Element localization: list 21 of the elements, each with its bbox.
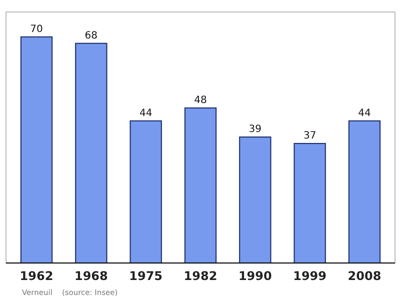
data-label: 37 (303, 130, 316, 142)
bar (184, 107, 217, 264)
bar (239, 136, 272, 264)
data-label: 48 (194, 94, 207, 106)
data-label: 70 (30, 24, 43, 35)
x-tick-label: 1982 (184, 269, 218, 283)
bar (130, 120, 162, 264)
bar (348, 120, 381, 264)
data-label: 44 (139, 108, 152, 119)
data-label: 68 (84, 30, 98, 42)
data-label: 44 (358, 108, 371, 119)
x-tick-label: 1968 (74, 269, 108, 283)
data-label: 39 (248, 124, 262, 136)
x-tick-label: 2008 (348, 269, 382, 283)
bar (75, 42, 108, 264)
x-tick-label: 1990 (238, 269, 272, 283)
x-tick-label: 1975 (129, 269, 163, 283)
bar (20, 36, 53, 264)
x-tick-label: 1962 (20, 269, 54, 283)
x-tick-label: 1999 (293, 269, 327, 283)
bar (294, 142, 326, 264)
